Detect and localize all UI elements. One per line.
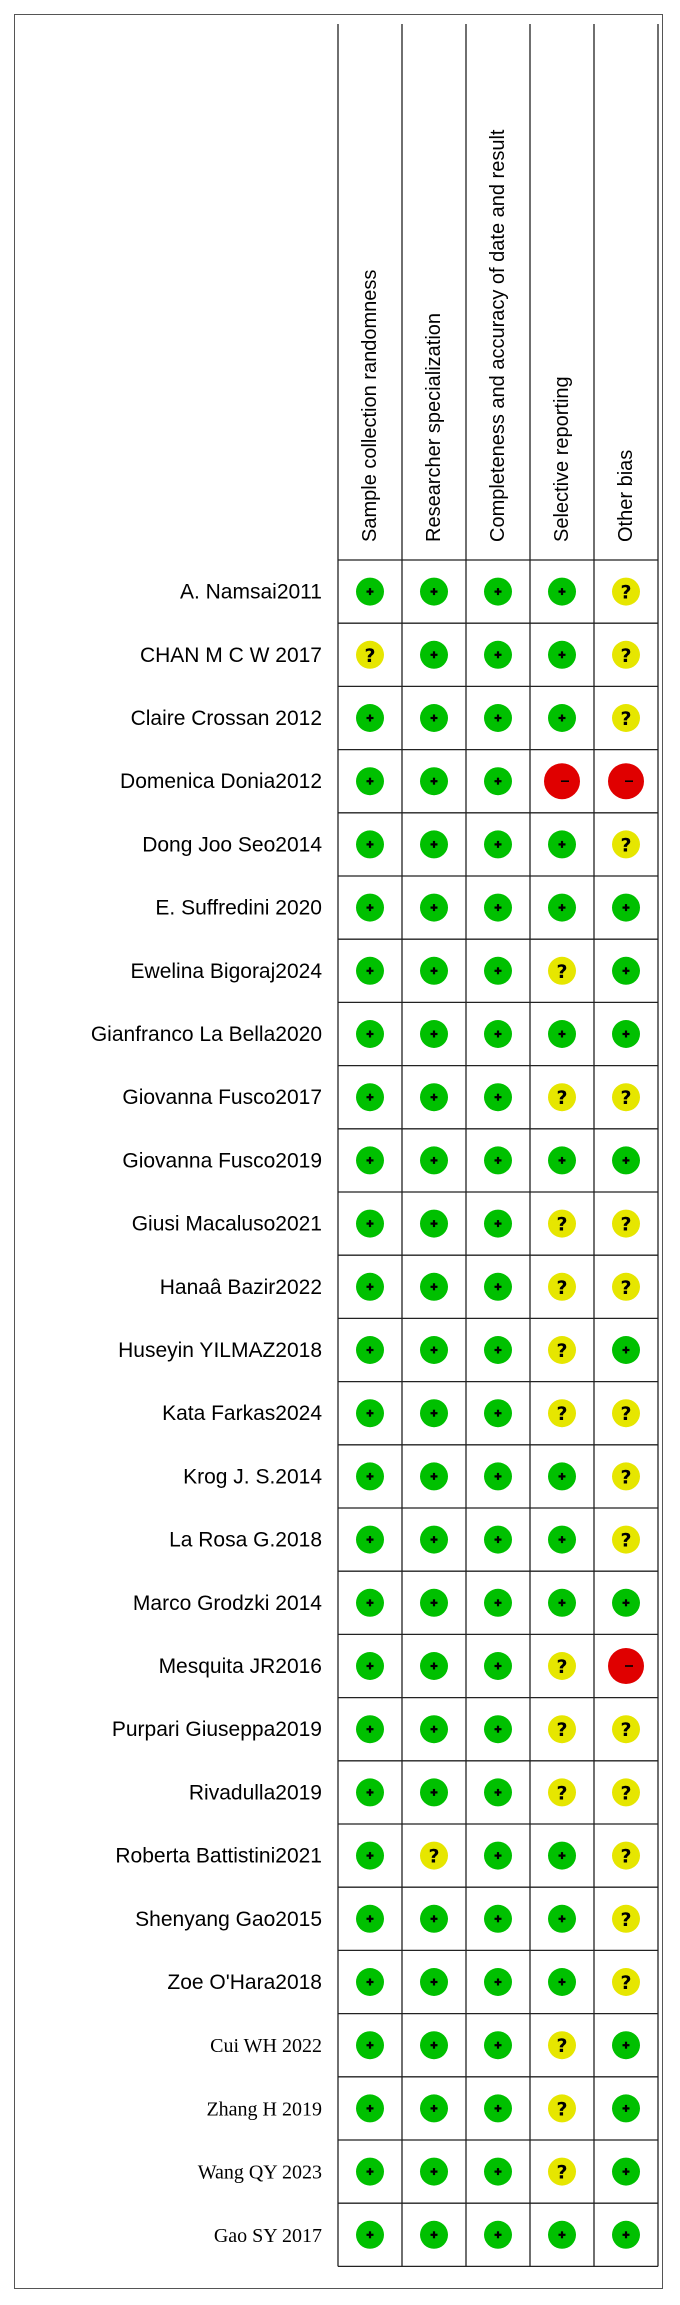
column-label: Researcher specialization (423, 313, 445, 542)
study-label: Dong Joo Seo2014 (142, 833, 322, 856)
column-label: Other bias (615, 450, 637, 542)
study-label: Zhang H 2019 (206, 2098, 322, 2120)
study-label: La Rosa G.2018 (169, 1529, 322, 1552)
rating-unclear-icon (612, 1525, 640, 1554)
question-mark: ? (620, 582, 631, 604)
study-label: Kata Farkas2024 (162, 1402, 322, 1425)
study-label: Mesquita JR2016 (159, 1655, 322, 1678)
question-mark: ? (620, 1719, 631, 1741)
rating-unclear-icon (548, 2094, 576, 2123)
rating-unclear-icon (612, 577, 640, 606)
rating-unclear-icon (548, 1778, 576, 1807)
rating-unclear-icon (548, 1652, 576, 1680)
question-mark: ? (556, 1214, 567, 1236)
rating-unclear-icon (612, 1083, 640, 1112)
study-label: Cui WH 2022 (210, 2035, 322, 2057)
study-label: Zoe O'Hara2018 (167, 1971, 322, 1994)
column-label: Selective reporting (551, 376, 573, 542)
study-label: Purpari Giuseppa2019 (112, 1718, 322, 1741)
study-label: Gianfranco La Bella2020 (91, 1023, 322, 1046)
study-label: E. Suffredini 2020 (155, 897, 322, 920)
rating-unclear-icon (612, 640, 640, 669)
rating-unclear-icon (612, 1841, 640, 1870)
rating-unclear-icon (548, 2031, 576, 2060)
rating-unclear-icon (612, 1715, 640, 1744)
column-label: Completeness and accuracy of date and re… (487, 129, 509, 542)
question-mark: ? (428, 1846, 439, 1868)
study-label: Wang QY 2023 (198, 2162, 322, 2184)
rating-unclear-icon (548, 1399, 576, 1428)
rating-unclear-icon (612, 830, 640, 859)
rating-unclear-icon (356, 640, 384, 669)
rating-unclear-icon (612, 1209, 640, 1238)
question-mark: ? (620, 1466, 631, 1488)
study-label: Ewelina Bigoraj2024 (131, 960, 323, 983)
rating-unclear-icon (548, 1272, 576, 1301)
study-label: A. Namsai2011 (180, 581, 322, 604)
question-mark: ? (620, 1909, 631, 1931)
study-label: Krog J. S.2014 (183, 1465, 322, 1488)
question-mark: ? (620, 1846, 631, 1868)
rating-unclear-icon (612, 1399, 640, 1428)
question-mark: ? (620, 834, 631, 856)
question-mark: ? (556, 1403, 567, 1425)
rating-unclear-icon (612, 1778, 640, 1807)
study-label: Marco Grodzki 2014 (133, 1592, 322, 1615)
rating-unclear-icon (548, 1083, 576, 1112)
question-mark: ? (620, 1087, 631, 1109)
question-mark: ? (556, 1782, 567, 1804)
question-mark: ? (556, 1277, 567, 1299)
rating-unclear-icon (612, 1462, 640, 1491)
study-label: Roberta Battistini2021 (115, 1845, 322, 1868)
question-mark: ? (556, 2098, 567, 2120)
question-mark: ? (620, 1972, 631, 1994)
rating-unclear-icon (612, 1968, 640, 1996)
question-mark: ? (556, 1719, 567, 1741)
study-label: Claire Crossan 2012 (131, 707, 322, 730)
study-label: Rivadulla2019 (189, 1781, 322, 1804)
question-mark: ? (556, 2035, 567, 2057)
study-label: CHAN M C W 2017 (140, 644, 322, 667)
study-label: Hanaâ Bazir2022 (160, 1276, 322, 1299)
question-mark: ? (620, 1277, 631, 1299)
study-label: Shenyang Gao2015 (135, 1908, 322, 1931)
study-label: Gao SY 2017 (214, 2225, 322, 2247)
study-label: Giusi Macaluso2021 (132, 1213, 322, 1236)
rating-unclear-icon (612, 1272, 640, 1301)
rating-unclear-icon (612, 704, 640, 732)
rating-unclear-icon (548, 956, 576, 985)
question-mark: ? (556, 1340, 567, 1362)
study-label: Domenica Donia2012 (120, 770, 322, 793)
rating-unclear-icon (420, 1841, 448, 1870)
study-label: Giovanna Fusco2019 (122, 1149, 322, 1172)
question-mark: ? (556, 2162, 567, 2184)
study-label: Giovanna Fusco2017 (122, 1086, 322, 1109)
question-mark: ? (620, 708, 631, 730)
rating-unclear-icon (548, 1715, 576, 1744)
question-mark: ? (620, 1214, 631, 1236)
question-mark: ? (364, 645, 375, 667)
rating-unclear-icon (548, 1209, 576, 1238)
question-mark: ? (620, 645, 631, 667)
question-mark: ? (620, 1403, 631, 1425)
question-mark: ? (556, 1656, 567, 1678)
question-mark: ? (620, 1782, 631, 1804)
rating-unclear-icon (548, 1336, 576, 1364)
column-label: Sample collection randomness (359, 270, 381, 542)
rating-unclear-icon (548, 2157, 576, 2186)
rating-unclear-icon (612, 1904, 640, 1933)
study-label: Huseyin YILMAZ2018 (118, 1339, 322, 1362)
question-mark: ? (556, 1087, 567, 1109)
question-mark: ? (556, 961, 567, 983)
question-mark: ? (620, 1530, 631, 1552)
